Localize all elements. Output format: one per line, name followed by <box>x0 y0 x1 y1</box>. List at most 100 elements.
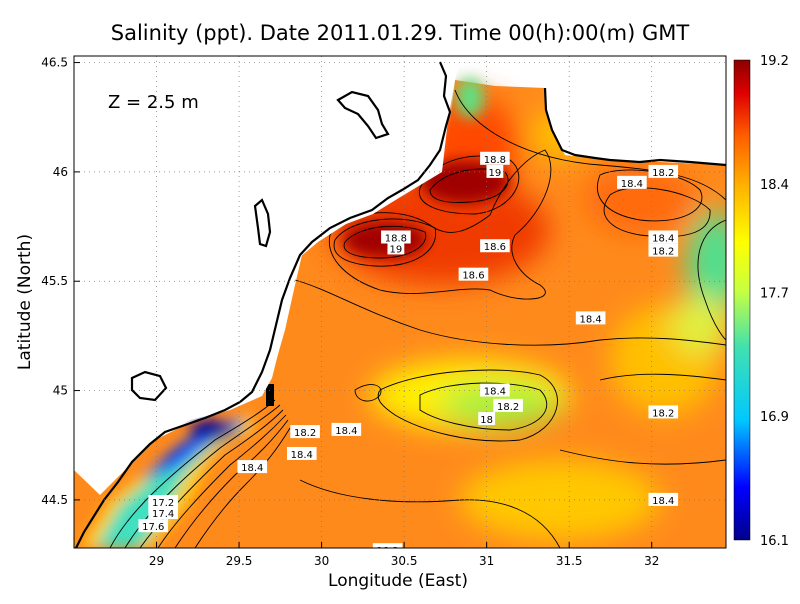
x-axis-label: Longitude (East) <box>328 571 468 591</box>
x-tick-label: 31 <box>479 554 494 568</box>
contour-18-2-east-low <box>599 373 726 381</box>
contour-label: 18.8 <box>385 233 407 244</box>
land-areas <box>74 56 726 492</box>
colorbar-tick-label: 16.1 <box>760 534 789 549</box>
x-tick-label: 32 <box>644 554 659 568</box>
y-axis-ticks: 44.5 45 45.5 46 46.5 <box>41 56 80 507</box>
contour-18-center <box>419 382 548 431</box>
contour-label-bg <box>486 164 504 178</box>
fresh-pool-east <box>687 210 726 320</box>
contour-label: 18.8 <box>484 155 506 166</box>
contour-label-bg <box>480 239 510 253</box>
contour-label: 18.6 <box>462 271 484 282</box>
contour-label: 18.4 <box>621 179 643 190</box>
y-tick-label: 45 <box>53 384 68 398</box>
contour-label: 18.2 <box>294 428 316 439</box>
contour-label: 18.2 <box>376 546 398 557</box>
contour-label-bg <box>148 495 178 509</box>
plume <box>80 415 255 548</box>
coastline <box>75 61 726 548</box>
river-mouth-marker <box>266 384 274 406</box>
colorbar-tick-label: 17.7 <box>760 286 789 301</box>
contour-label: 18.2 <box>652 168 674 179</box>
lagoon-north <box>336 90 390 140</box>
contour-label-bg <box>387 241 405 255</box>
contour-label-bg <box>648 492 679 506</box>
contour-label: 19 <box>390 244 403 255</box>
chart-title: Salinity (ppt). Date 2011.01.29. Time 00… <box>111 21 690 45</box>
contour-plume-6 <box>194 427 291 548</box>
x-tick-label: 30 <box>314 554 329 568</box>
plot-frame <box>73 55 727 549</box>
colorbar-tick-label: 19.2 <box>760 54 789 69</box>
y-tick-label: 44.5 <box>41 493 68 507</box>
contour-label-bg <box>458 267 489 281</box>
contour-label-bg <box>381 230 411 244</box>
colorbar-ticks: 19.2 18.4 17.7 16.9 16.1 <box>760 54 789 549</box>
contour-label-bg <box>575 311 606 325</box>
contour-label: 17.2 <box>152 498 174 509</box>
contour-18-2-east <box>596 169 703 222</box>
grid <box>74 56 726 548</box>
colorbar <box>733 59 751 541</box>
contour-label: 18.2 <box>652 408 674 419</box>
contour-label: 17.6 <box>142 522 164 533</box>
contour-label-bg <box>617 175 647 189</box>
y-tick-label: 46.5 <box>41 56 68 70</box>
lagoon-mid <box>253 198 272 248</box>
contour-label: 18.2 <box>652 247 674 258</box>
contour-label-bg <box>648 230 679 244</box>
contour-label: 18 <box>480 415 493 426</box>
contour-label-bg <box>290 425 320 439</box>
contour-label-bg <box>648 243 679 257</box>
contour-label: 17.4 <box>152 509 174 520</box>
contour-label-bg <box>372 543 403 548</box>
contour-label-bg <box>648 164 679 178</box>
contour-18-8-north <box>418 155 520 215</box>
land-northeast <box>545 56 726 165</box>
contour-18-6 <box>328 149 552 300</box>
lagoon-1 <box>238 250 272 306</box>
x-tick-label: 29 <box>149 554 164 568</box>
contour-18-4-east <box>603 187 711 238</box>
contour-plume-4 <box>157 414 287 548</box>
contour-label: 18.2 <box>497 402 519 413</box>
contour-label: 18 <box>158 568 171 579</box>
coastline-southwest <box>75 401 241 548</box>
contour-plume-5 <box>174 419 289 548</box>
x-tick-label: 30.5 <box>391 554 418 568</box>
contour-label-bg <box>138 519 169 533</box>
contour-plume-1 <box>109 399 276 548</box>
contour-label-bg <box>148 506 178 520</box>
depth-label: Z = 2.5 m <box>108 92 199 113</box>
contour-label: 19 <box>489 168 502 179</box>
plume-cyan <box>95 420 245 548</box>
contour-label: 18.4 <box>580 314 602 325</box>
contour-small-loop <box>354 384 382 402</box>
plume-core <box>190 420 234 440</box>
coastline-west <box>239 61 452 403</box>
contour-18-2-center <box>377 369 558 442</box>
contour-18-8-west <box>333 218 437 267</box>
contour-18-4-north <box>454 89 726 201</box>
contour-label: 18.4 <box>291 450 313 461</box>
contour-fresh-east <box>697 219 726 341</box>
coastline-northeast <box>543 87 726 167</box>
colorbar-tick-label: 16.9 <box>760 410 789 425</box>
contour-label: 18.4 <box>241 463 263 474</box>
y-tick-label: 45.5 <box>41 274 68 288</box>
contour-label-bg <box>648 405 679 419</box>
contour-label-bg <box>480 151 510 165</box>
contour-18-4-southeast <box>559 449 726 465</box>
contour-label-bg <box>237 460 268 474</box>
colorbar-tick-label: 18.4 <box>760 178 789 193</box>
y-tick-label: 46 <box>53 165 68 179</box>
contour-label-bg <box>480 383 510 397</box>
y-axis-label: Latitude (North) <box>15 234 35 370</box>
contour-label: 18.4 <box>335 426 357 437</box>
x-axis-ticks: 29 29.5 30 30.5 31 31.5 32 <box>149 542 659 568</box>
